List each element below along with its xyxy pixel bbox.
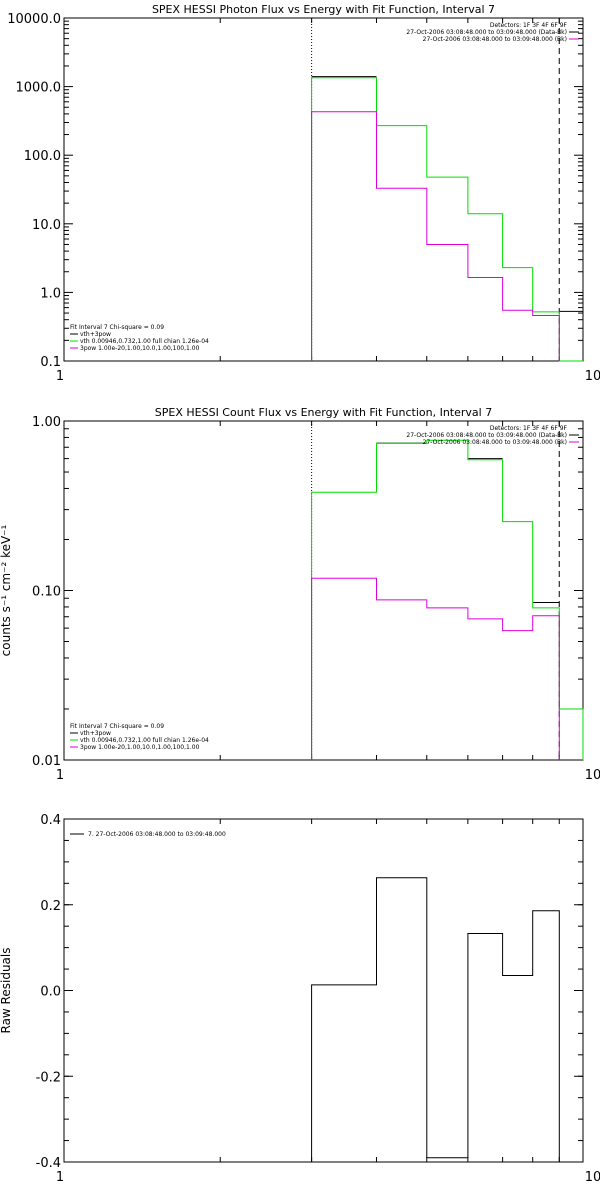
legend-top-line: 27-Oct-2006 03:08:48.000 to 03:09:48.000… [406,29,567,36]
y-tick-label: 0.0 [40,985,61,1000]
legend-top-line: Detectors: 1F 3F 4F 6F 9F [490,425,568,432]
legend-top-line: Detectors: 1F 3F 4F 6F 9F [490,22,568,29]
series-2-histogram [311,577,560,760]
y-tick-label: 1.00 [32,415,61,430]
chart-title: SPEX HESSI Count Flux vs Energy with Fit… [155,406,492,419]
x-tick-label: 10 [585,369,600,384]
legend-bottom-entry: 3pow 1.00e-20,1.00,10.0,1.00,100,1.00 [80,345,200,352]
legend-bottom-entry: vth+3pow [80,730,111,737]
y-tick-label: 10000.0 [7,12,61,27]
y-tick-label: 0.4 [40,813,61,828]
x-tick-label: 1 [56,369,64,384]
legend-bottom-entry: 3pow 1.00e-20,1.00,10.0,1.00,100,1.00 [80,744,200,751]
series-0-histogram [311,877,560,1162]
legend-bottom-heading: Fit Interval 7 Chi-square = 0.09 [70,723,164,730]
y-tick-label: 10.0 [32,218,61,233]
y-tick-label: -0.2 [36,1070,61,1085]
y-axis-label: counts s⁻¹ cm⁻² keV⁻¹ [0,524,13,656]
plot-frame [63,420,584,761]
series-1-histogram [311,439,584,760]
plot-frame [63,818,584,1163]
series-2-histogram [311,111,560,361]
legend-top-line: 27-Oct-2006 03:08:48.000 to 03:09:48.000… [406,432,567,439]
x-tick-label: 1 [56,768,64,783]
x-tick-label: 10 [585,1170,600,1185]
chart-panel-3: -0.4 -0.2 0.0 0.2 0.4 1 10 Raw Residuals 7. 27-O… [0,813,600,1185]
x-tick-label: 1 [56,1170,64,1185]
plot-frame [63,17,584,362]
legend-top-line: 7. 27-Oct-2006 03:08:48.000 to 03:09:48.… [88,831,226,838]
chart-panel-1: SPEX HESSI Photon Flux vs Energy with Fi… [7,3,600,384]
y-tick-label: 0.2 [40,899,61,914]
legend-top-line: 27-Oct-2006 03:08:48.000 to 03:09:48.000… [423,36,567,43]
chart-title: SPEX HESSI Photon Flux vs Energy with Fi… [152,3,495,16]
chart-panel-2: SPEX HESSI Count Flux vs Energy with Fit… [0,406,600,783]
legend-bottom-entry: vth 0.00946,0.732,1.00 full chian 1.26e-… [80,338,209,345]
legend-bottom-entry: vth+3pow [80,331,111,338]
y-tick-label: 0.10 [32,585,61,600]
y-tick-label: 0.01 [32,754,61,769]
y-tick-label: -0.4 [36,1156,61,1171]
y-tick-label: 100.0 [24,149,61,164]
y-tick-label: 1000.0 [16,81,62,96]
y-tick-label: 1.0 [40,286,61,301]
legend-bottom-entry: vth 0.00946,0.732,1.00 full chian 1.26e-… [80,737,209,744]
legend-top-line: 27-Oct-2006 03:08:48.000 to 03:09:48.000… [423,439,567,446]
y-axis-label: Raw Residuals [0,948,13,1034]
y-tick-label: 0.1 [40,355,61,370]
legend-bottom-heading: Fit Interval 7 Chi-square = 0.09 [70,324,164,331]
x-tick-label: 10 [585,768,600,783]
series-1-histogram [311,77,583,362]
